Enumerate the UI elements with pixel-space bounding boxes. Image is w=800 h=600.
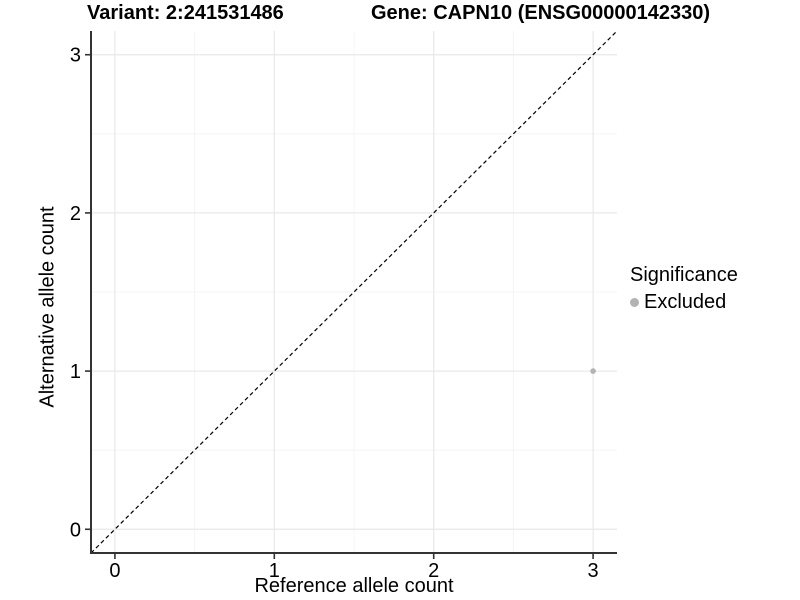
x-axis-title: Reference allele count [254, 575, 454, 597]
data-point [590, 368, 596, 374]
y-tick-label: 3 [70, 45, 81, 67]
y-tick-label: 0 [70, 519, 81, 541]
legend-title: Significance [630, 264, 738, 286]
x-tick-label: 3 [588, 560, 599, 582]
legend-item-excluded: Excluded [630, 291, 738, 314]
y-axis-title: Alternative allele count [36, 206, 59, 408]
variant-title: Variant: 2:241531486 [87, 2, 284, 24]
gene-title: Gene: CAPN10 (ENSG00000142330) [371, 2, 711, 24]
identity-line [90, 30, 618, 554]
x-tick-label: 1 [269, 560, 280, 582]
x-tick-label: 0 [109, 560, 120, 582]
y-tick-label: 1 [70, 361, 81, 383]
excluded-dot-icon [630, 298, 639, 307]
y-tick-label: 2 [70, 203, 81, 225]
x-tick-label: 2 [428, 560, 439, 582]
legend: Significance Excluded [630, 264, 738, 314]
legend-item-label: Excluded [644, 291, 727, 313]
